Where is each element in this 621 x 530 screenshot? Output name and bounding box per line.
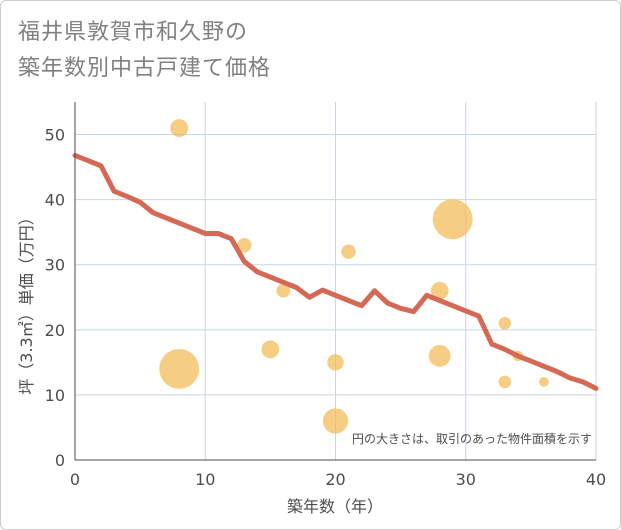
bubble-point — [432, 199, 473, 240]
y-tick-label: 30 — [45, 256, 65, 275]
bubble-point — [428, 344, 451, 367]
bubble-series — [159, 119, 549, 434]
bubble-point — [498, 375, 512, 389]
trend-line-group — [72, 152, 599, 391]
x-tick-label: 20 — [325, 470, 345, 489]
bubble-size-note: 円の大きさは、取引のあった物件面積を示す — [352, 431, 592, 446]
y-axis-label: 坪（3.3㎡）単価（万円） — [17, 209, 36, 394]
bubble-point — [341, 244, 356, 259]
y-tick-label: 0 — [55, 451, 65, 470]
x-tick-label: 40 — [586, 470, 606, 489]
y-tick-label: 50 — [45, 126, 65, 145]
bubble-point — [159, 348, 200, 389]
bubble-point — [430, 281, 449, 300]
chart-title: 福井県敦賀市和久野の 築年数別中古戸建て価格 — [18, 15, 271, 87]
bubble-point — [498, 317, 512, 330]
y-tick-label: 10 — [45, 386, 65, 405]
x-tick-label: 10 — [195, 470, 215, 489]
bubble-point — [276, 283, 291, 298]
trend-line — [72, 152, 599, 391]
x-tick-label: 0 — [70, 470, 80, 489]
bubble-point — [539, 377, 549, 387]
grid-lines — [75, 102, 597, 460]
y-tick-label: 20 — [45, 321, 65, 340]
chart-title-line-1: 福井県敦賀市和久野の — [18, 20, 249, 45]
chart-title-line-2: 築年数別中古戸建て価格 — [18, 56, 272, 81]
bubble-point — [170, 119, 189, 137]
bubble-point — [322, 408, 349, 434]
x-tick-label: 30 — [456, 470, 476, 489]
axes: 0 10 20 30 40 0 10 20 30 40 50 — [45, 102, 606, 489]
bubble-point — [237, 238, 252, 253]
bubble-point — [327, 354, 344, 371]
x-axis-label: 築年数（年） — [287, 497, 383, 516]
bubble-point — [261, 340, 280, 359]
y-tick-label: 40 — [45, 191, 65, 210]
